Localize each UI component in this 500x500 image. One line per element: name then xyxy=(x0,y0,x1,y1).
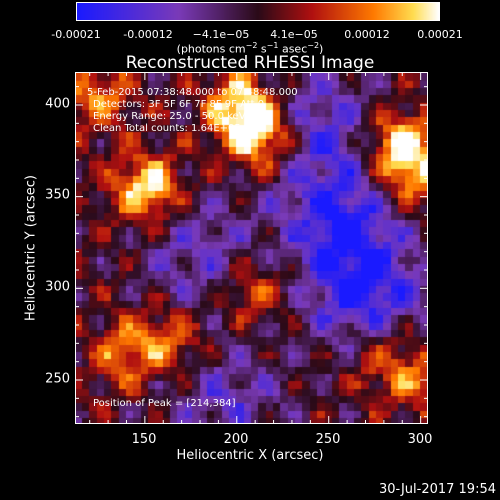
chart-title: Reconstructed RHESSI Image xyxy=(125,53,375,73)
plot-area: 5-Feb-2015 07:38:48.000 to 07:48:48.000 … xyxy=(75,72,428,424)
colorbar-tick: -0.00012 xyxy=(123,28,173,41)
colorbar-units: (photons cm−2 s−1 asec−2) xyxy=(176,41,324,56)
heatmap-image xyxy=(75,72,428,424)
colorbar-tick: -0.00021 xyxy=(51,28,101,41)
y-axis-label: Heliocentric Y (arcsec) xyxy=(23,175,39,321)
energy-range-label: Energy Range: 25.0 - 50.0 keV xyxy=(93,111,246,122)
plot-frame xyxy=(75,72,428,424)
colorbar-tick: 4.1e−05 xyxy=(270,28,318,41)
x-tick-label: 150 xyxy=(131,432,157,447)
x-tick-label: 250 xyxy=(315,432,341,447)
date-stamp: 30-Jul-2017 19:54 xyxy=(378,482,496,497)
time-range-label: 5-Feb-2015 07:38:48.000 to 07:48:48.000 xyxy=(87,87,298,98)
colorbar-tick: −4.1e−05 xyxy=(192,28,250,41)
x-tick-label: 200 xyxy=(223,432,249,447)
colorbar-tick: 0.00021 xyxy=(417,28,463,41)
detectors-label: Detectors: 3F 5F 6F 7F 8F 9F Att 0 xyxy=(93,99,265,110)
peak-position-label: Position of Peak = [214,384] xyxy=(93,398,236,409)
y-tick-label: 350 xyxy=(45,187,70,203)
y-tick-label: 400 xyxy=(45,96,70,112)
y-tick-label: 300 xyxy=(45,279,70,295)
x-axis-label: Heliocentric X (arcsec) xyxy=(176,448,324,463)
y-tick-label: 250 xyxy=(45,371,70,387)
method-counts-label: Clean Total counts: 1.64E+05 xyxy=(93,123,241,134)
colorbar-tick: 0.00012 xyxy=(344,28,390,41)
colorbar xyxy=(76,2,440,21)
x-tick-label: 300 xyxy=(407,432,433,447)
